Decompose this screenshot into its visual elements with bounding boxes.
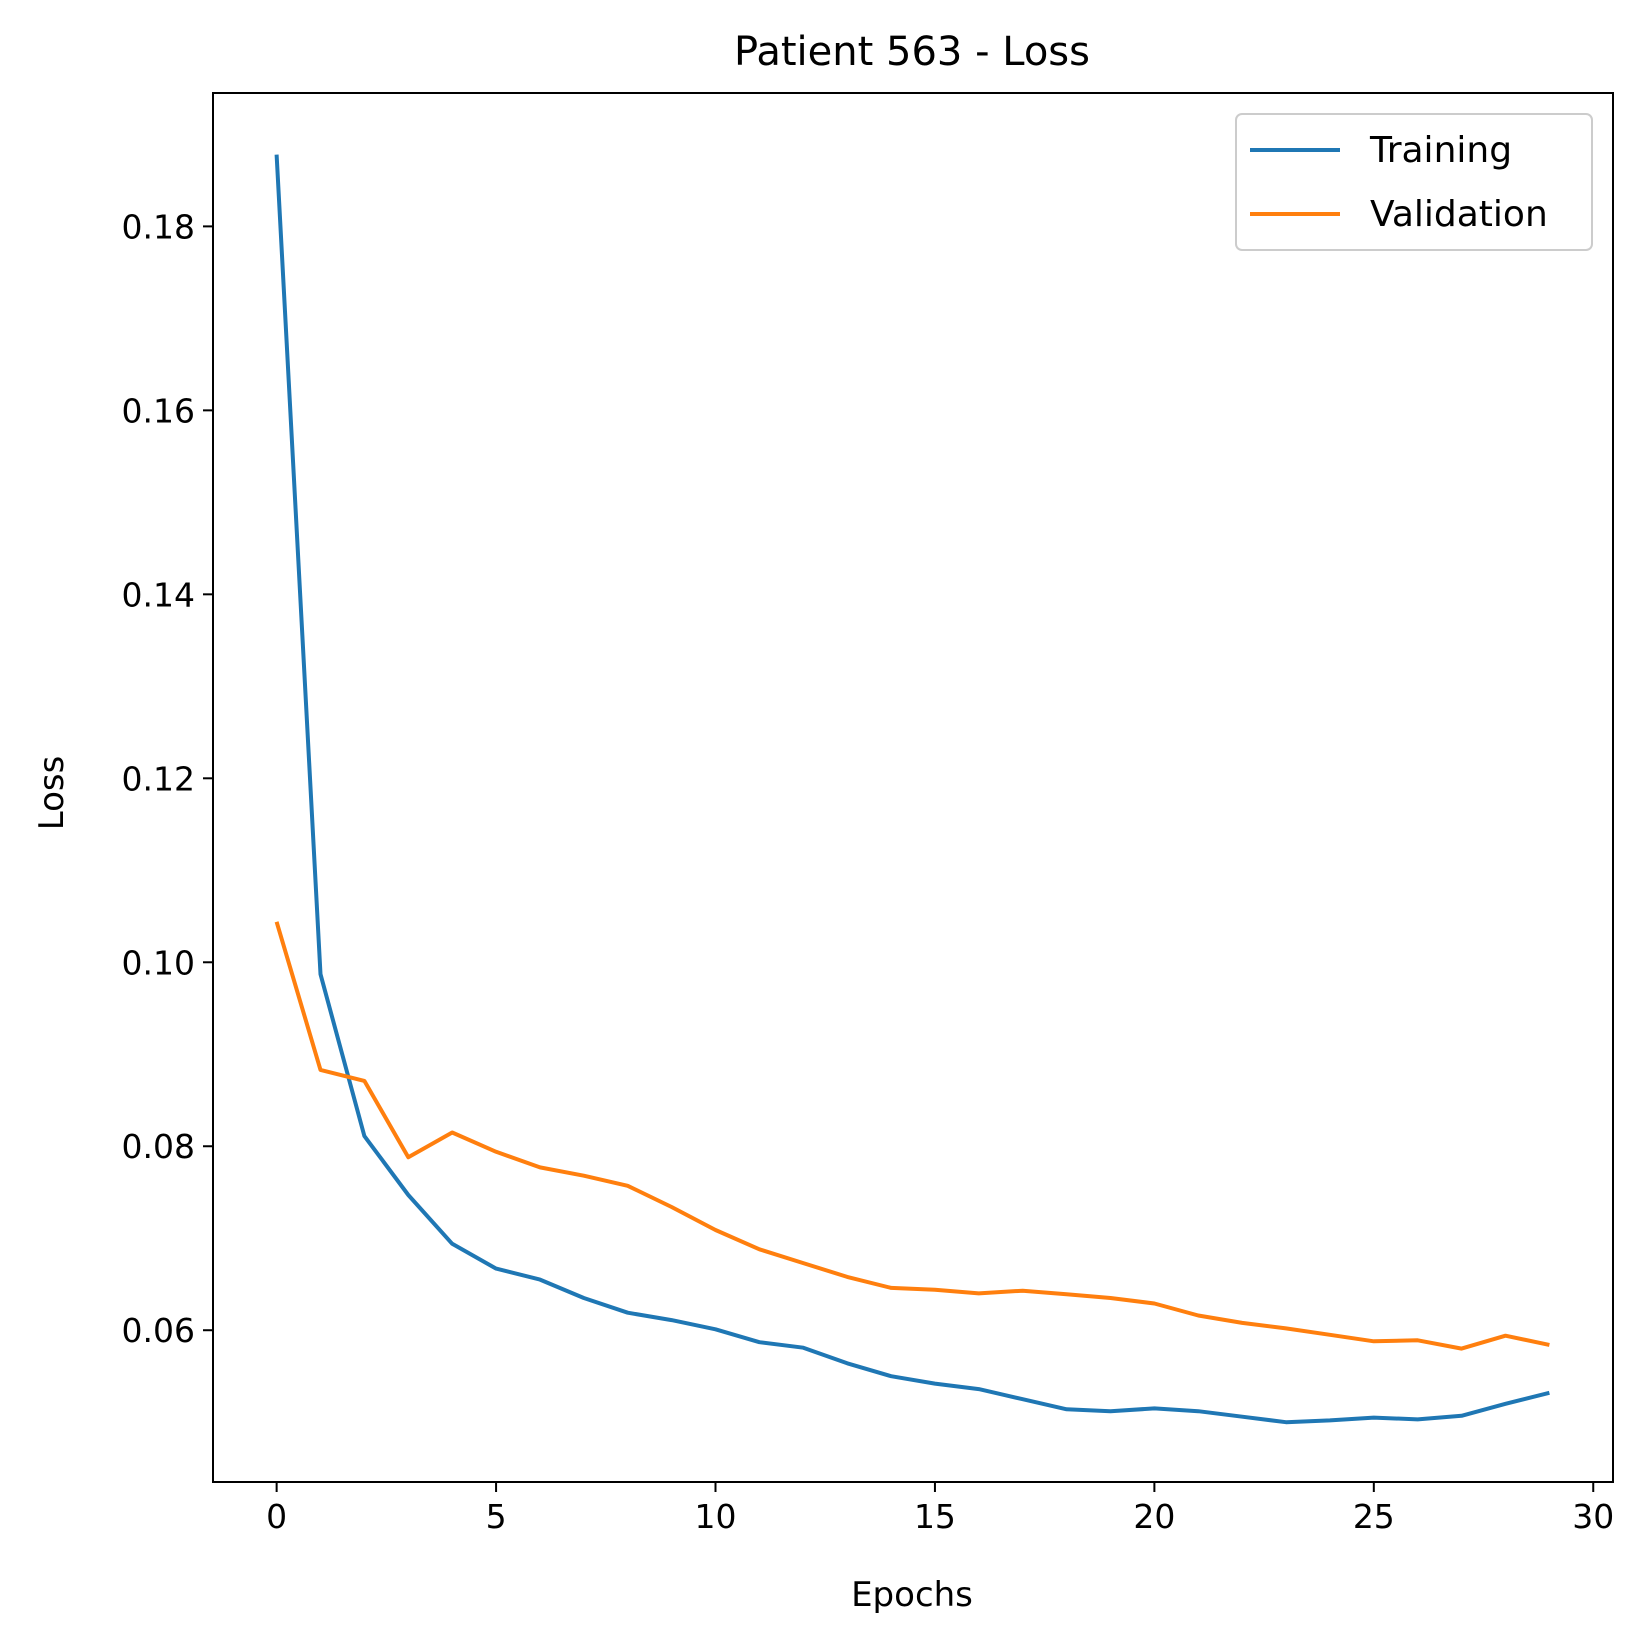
legend-label-training: Training: [1369, 130, 1512, 171]
y-tick-label: 0.18: [122, 207, 195, 246]
plot-series: [274, 154, 1550, 1425]
legend-label-validation: Validation: [1370, 194, 1548, 235]
legend: Training Validation: [1235, 113, 1593, 251]
y-tick-label: 0.16: [122, 391, 195, 430]
y-tick-label: 0.12: [122, 759, 195, 798]
x-tick-label: 20: [1133, 1497, 1175, 1536]
x-tick-label: 5: [486, 1497, 507, 1536]
y-tick-label: 0.10: [122, 943, 195, 982]
x-tick-label: 30: [1572, 1497, 1614, 1536]
chart-title: Patient 563 - Loss: [734, 29, 1090, 75]
x-tick-label: 25: [1353, 1497, 1395, 1536]
x-axis-label: Epochs: [851, 1575, 973, 1615]
y-axis: 0.06 0.08 0.10 0.12 0.14 0.16 0.18: [122, 207, 213, 1350]
series-line-validation: [274, 921, 1550, 1351]
y-tick-label: 0.08: [122, 1127, 195, 1166]
y-tick-label: 0.06: [122, 1311, 195, 1350]
x-axis: 0 5 10 15 20 25 30: [266, 1482, 1614, 1536]
y-axis-label: Loss: [32, 756, 72, 831]
plot-area-frame: [212, 92, 1614, 1483]
y-tick-label: 0.14: [122, 575, 195, 614]
x-tick-label: 15: [914, 1497, 956, 1536]
x-tick-label: 10: [695, 1497, 737, 1536]
x-tick-label: 0: [266, 1497, 287, 1536]
series-line-training: [274, 154, 1550, 1425]
